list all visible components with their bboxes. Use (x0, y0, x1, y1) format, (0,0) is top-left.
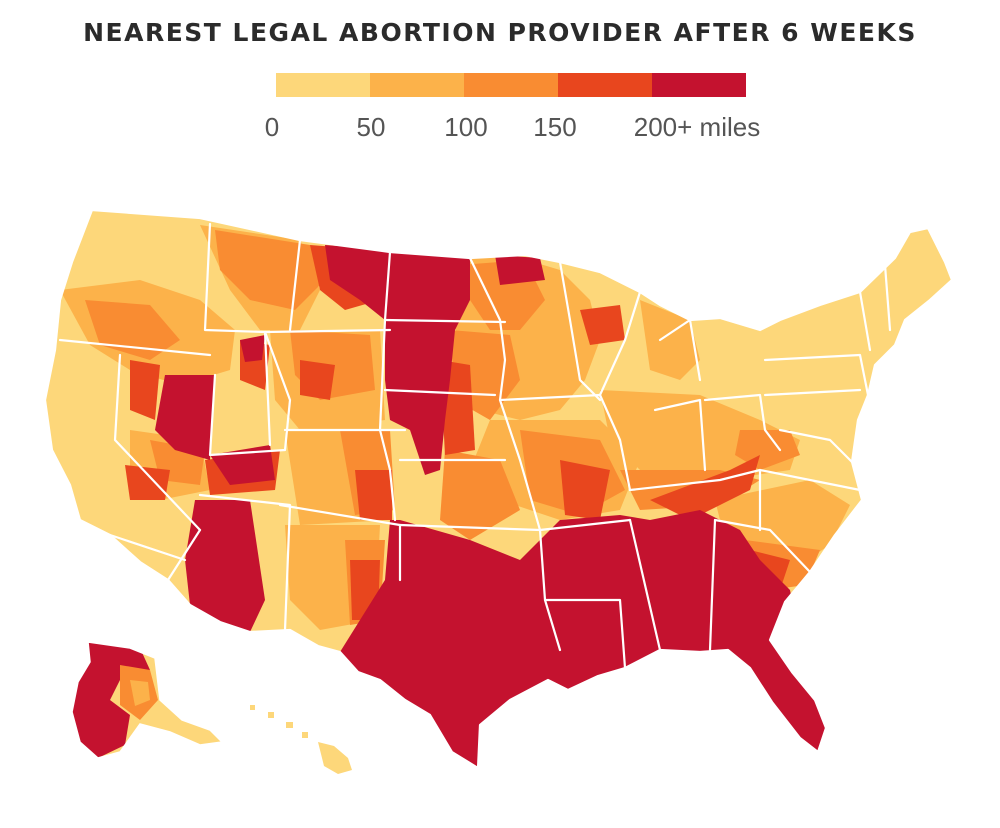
legend-swatch-150-200 (558, 73, 652, 97)
legend-swatch-50-100 (370, 73, 464, 97)
legend-label-0: 0 (264, 112, 280, 142)
legend-color-bar (276, 73, 746, 97)
legend-swatch-100-150 (464, 73, 558, 97)
legend-label-100: 100 (444, 112, 488, 142)
alaska-outline (71, 641, 224, 759)
map-title: NEAREST LEGAL ABORTION PROVIDER AFTER 6 … (83, 18, 917, 47)
state-borders (43, 208, 954, 770)
region-200-plus (72, 245, 826, 768)
alaska-interior (120, 665, 158, 720)
legend-swatch-200-plus (652, 73, 746, 97)
legend-label-150: 150 (533, 112, 577, 142)
legend-label-200-plus: 200+ miles (633, 112, 761, 142)
legend-label-50: 50 (356, 112, 386, 142)
legend-swatch-0-50 (276, 73, 370, 97)
